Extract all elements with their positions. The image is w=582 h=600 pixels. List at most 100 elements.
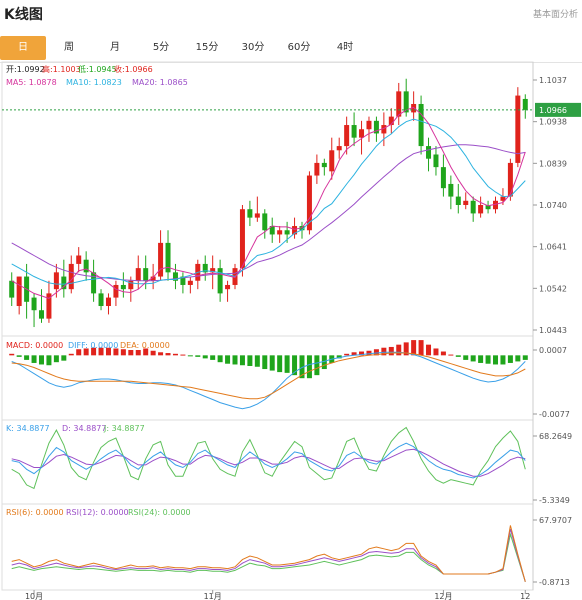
candle-up <box>396 91 402 117</box>
tab-0[interactable]: 日 <box>0 36 46 60</box>
candle-up <box>210 268 216 273</box>
macd-bar-positive <box>440 351 446 356</box>
candle-up <box>46 293 52 319</box>
kdj-tick-label: -5.3349 <box>539 496 570 505</box>
rsi6-line <box>11 525 526 582</box>
candle-up <box>366 120 372 130</box>
candle-down <box>247 209 253 218</box>
macd-bar-positive <box>128 350 134 356</box>
macd-bar-negative <box>515 355 521 362</box>
rsi-tick-label: 67.9707 <box>539 516 572 525</box>
macd-bar-negative <box>269 355 275 371</box>
candle-down <box>172 272 178 281</box>
tab-6[interactable]: 60分 <box>287 42 311 53</box>
candle-down <box>61 276 67 290</box>
macd-tick-label: 0.0007 <box>539 346 567 355</box>
candle-up <box>53 272 59 290</box>
macd-bar-positive <box>135 350 141 356</box>
candle-up <box>292 226 298 235</box>
candle-down <box>120 284 126 290</box>
ma20-line <box>11 144 526 282</box>
macd-bar-positive <box>120 349 126 356</box>
macd-bar-positive <box>83 348 89 356</box>
candle-up <box>128 280 134 290</box>
candle-down <box>202 263 208 273</box>
macd-bar-negative <box>46 355 52 366</box>
candle-down <box>38 310 44 319</box>
price-tick-label: 1.1037 <box>539 76 567 85</box>
k-label: K: 34.8877 <box>6 424 50 433</box>
candle-up <box>239 209 245 269</box>
candle-up <box>463 200 469 205</box>
candle-up <box>277 230 283 235</box>
macd-bar-negative <box>507 355 513 363</box>
candle-up <box>135 268 141 281</box>
candle-up <box>507 162 513 197</box>
candle-up <box>381 125 387 134</box>
tab-2[interactable]: 月 <box>110 42 120 53</box>
ma10-label: MA10: 1.0823 <box>66 78 122 87</box>
candle-down <box>440 167 446 189</box>
current-price-tag <box>535 102 581 117</box>
price-tick-label: 1.0641 <box>539 243 567 252</box>
current-price-label: 1.0966 <box>539 106 567 115</box>
candle-down <box>522 98 528 110</box>
tab-1[interactable]: 周 <box>64 42 74 53</box>
macd-bar-negative <box>217 355 223 363</box>
macd-bar-negative <box>500 355 506 365</box>
tab-4[interactable]: 15分 <box>195 42 219 53</box>
candle-up <box>76 255 82 264</box>
macd-bar-positive <box>180 354 186 356</box>
macd-bar-negative <box>24 355 30 360</box>
macd-bar-negative <box>493 355 499 365</box>
kdj-tick-label: 68.2649 <box>539 432 572 441</box>
candle-up <box>225 284 231 290</box>
candle-down <box>455 196 461 205</box>
macd-bar-negative <box>321 355 327 370</box>
tab-7[interactable]: 4时 <box>336 42 354 53</box>
macd-bar-positive <box>373 349 379 356</box>
macd-bar-positive <box>9 353 15 356</box>
candle-up <box>158 242 164 277</box>
macd-bar-positive <box>426 344 432 356</box>
candle-down <box>485 205 491 210</box>
macd-bar-positive <box>411 340 417 356</box>
j-label: J: 34.8877 <box>103 424 145 433</box>
macd-bar-positive <box>433 348 439 356</box>
candle-up <box>359 129 365 138</box>
source-credit: 基本面分析 <box>532 10 578 20</box>
macd-bar-negative <box>292 355 298 376</box>
macd-bar-positive <box>172 353 178 356</box>
candle-up <box>344 125 350 147</box>
rsi24-line <box>11 532 526 582</box>
tab-3[interactable]: 5分 <box>152 42 170 53</box>
candle-down <box>470 200 476 214</box>
price-tick-label: 1.0542 <box>539 284 567 293</box>
macd-bar-positive <box>448 354 454 356</box>
candle-down <box>269 226 275 235</box>
macd-bar-negative <box>247 355 253 366</box>
tab-5[interactable]: 30分 <box>241 42 265 53</box>
macd-bar-positive <box>113 348 119 356</box>
chart-title: K线图 <box>4 7 43 23</box>
macd-bar-positive <box>344 353 350 356</box>
macd-bar-negative <box>314 355 320 376</box>
macd-bar-negative <box>187 355 193 357</box>
candle-down <box>180 276 186 285</box>
ma10-line <box>11 118 526 285</box>
candle-down <box>321 162 327 168</box>
rsi6-label: RSI(6): 0.0000 <box>6 508 64 517</box>
diff-label: DIFF: 0.0000 <box>68 341 118 350</box>
macd-bar-negative <box>262 355 268 370</box>
x-tick-label: 11月 <box>204 592 222 600</box>
rsi12-line <box>11 528 526 582</box>
macd-bar-negative <box>239 355 245 366</box>
macd-bar-positive <box>91 347 97 356</box>
candle-up <box>187 280 193 285</box>
candle-up <box>105 297 111 307</box>
macd-bar-positive <box>76 349 82 356</box>
macd-bar-negative <box>299 355 305 379</box>
ohlc-open: 开:1.0992 <box>6 65 45 74</box>
candle-up <box>150 276 156 281</box>
macd-bar-positive <box>105 347 111 356</box>
